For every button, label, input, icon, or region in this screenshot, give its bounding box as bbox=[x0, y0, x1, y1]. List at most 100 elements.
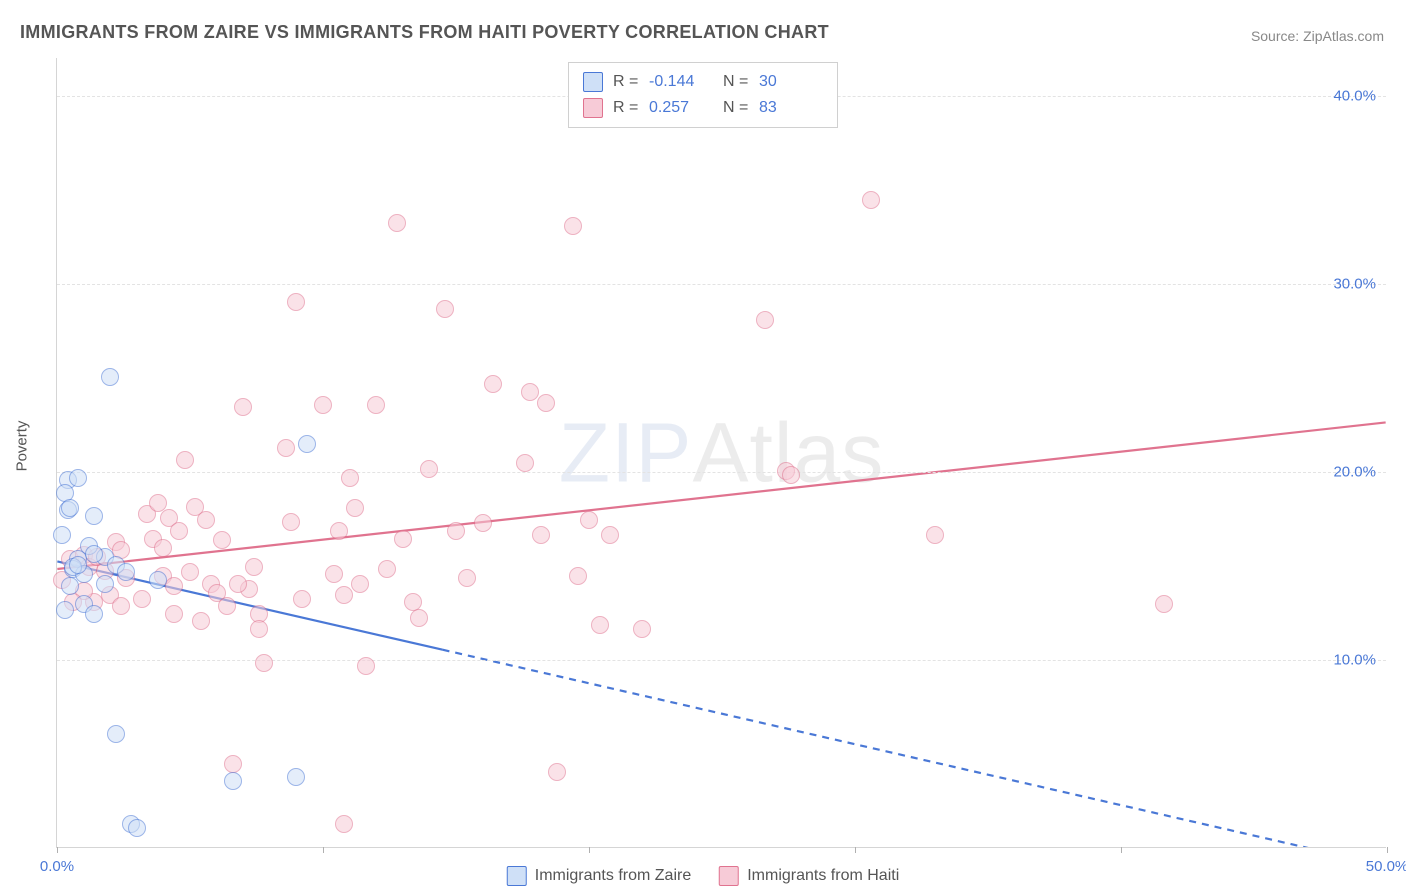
scatter-point-haiti bbox=[277, 439, 295, 457]
scatter-point-haiti bbox=[330, 522, 348, 540]
scatter-point-haiti bbox=[165, 605, 183, 623]
plot-frame: ZIPAtlas 10.0%20.0%30.0%40.0%0.0%50.0% bbox=[56, 58, 1386, 848]
scatter-point-haiti bbox=[388, 214, 406, 232]
legend-series: Immigrants from Zaire Immigrants from Ha… bbox=[507, 866, 900, 886]
watermark-zip: ZIP bbox=[559, 405, 693, 499]
scatter-point-haiti bbox=[357, 657, 375, 675]
legend-item-zaire: Immigrants from Zaire bbox=[507, 866, 691, 886]
scatter-point-zaire bbox=[53, 526, 71, 544]
y-axis-label: Poverty bbox=[14, 421, 31, 472]
scatter-point-haiti bbox=[474, 514, 492, 532]
scatter-point-haiti bbox=[1155, 595, 1173, 613]
scatter-point-haiti bbox=[234, 398, 252, 416]
scatter-point-haiti bbox=[181, 563, 199, 581]
scatter-point-haiti bbox=[447, 522, 465, 540]
scatter-point-haiti bbox=[410, 609, 428, 627]
swatch-zaire bbox=[583, 72, 603, 92]
scatter-point-haiti bbox=[346, 499, 364, 517]
scatter-point-haiti bbox=[176, 451, 194, 469]
scatter-point-haiti bbox=[341, 469, 359, 487]
scatter-point-haiti bbox=[436, 300, 454, 318]
x-tick-mark bbox=[323, 847, 324, 853]
scatter-point-haiti bbox=[532, 526, 550, 544]
legend-stats-row-zaire: R = -0.144 N = 30 bbox=[583, 69, 823, 95]
swatch-haiti bbox=[583, 98, 603, 118]
x-tick-mark bbox=[57, 847, 58, 853]
scatter-point-zaire bbox=[128, 819, 146, 837]
scatter-point-haiti bbox=[165, 577, 183, 595]
scatter-point-haiti bbox=[926, 526, 944, 544]
gridline-h bbox=[57, 472, 1386, 473]
legend-item-haiti: Immigrants from Haiti bbox=[719, 866, 899, 886]
x-tick-label: 50.0% bbox=[1366, 858, 1406, 875]
y-tick-label: 20.0% bbox=[1333, 463, 1376, 480]
scatter-point-zaire bbox=[149, 571, 167, 589]
x-tick-mark bbox=[1387, 847, 1388, 853]
scatter-point-haiti bbox=[756, 311, 774, 329]
legend-stats: R = -0.144 N = 30 R = 0.257 N = 83 bbox=[568, 62, 838, 128]
scatter-point-haiti bbox=[255, 654, 273, 672]
scatter-point-zaire bbox=[224, 772, 242, 790]
scatter-point-haiti bbox=[112, 597, 130, 615]
x-tick-mark bbox=[1121, 847, 1122, 853]
scatter-point-haiti bbox=[282, 513, 300, 531]
scatter-point-zaire bbox=[298, 435, 316, 453]
scatter-point-haiti bbox=[516, 454, 534, 472]
scatter-point-haiti bbox=[287, 293, 305, 311]
x-tick-label: 0.0% bbox=[40, 858, 74, 875]
swatch-zaire bbox=[507, 866, 527, 886]
scatter-point-zaire bbox=[61, 499, 79, 517]
scatter-point-haiti bbox=[133, 590, 151, 608]
source-prefix: Source: bbox=[1251, 28, 1303, 44]
n-value-zaire: 30 bbox=[759, 73, 823, 91]
scatter-point-haiti bbox=[580, 511, 598, 529]
n-label: N = bbox=[723, 99, 749, 117]
scatter-point-haiti bbox=[245, 558, 263, 576]
scatter-point-haiti bbox=[197, 511, 215, 529]
swatch-haiti bbox=[719, 866, 739, 886]
scatter-point-zaire bbox=[96, 575, 114, 593]
n-label: N = bbox=[723, 73, 749, 91]
scatter-point-haiti bbox=[335, 815, 353, 833]
scatter-point-haiti bbox=[521, 383, 539, 401]
legend-stats-row-haiti: R = 0.257 N = 83 bbox=[583, 95, 823, 121]
trend-line bbox=[57, 422, 1385, 569]
scatter-point-zaire bbox=[85, 507, 103, 525]
scatter-point-zaire bbox=[85, 545, 103, 563]
r-value-haiti: 0.257 bbox=[649, 99, 713, 117]
scatter-point-zaire bbox=[61, 577, 79, 595]
scatter-point-haiti bbox=[420, 460, 438, 478]
legend-label-haiti: Immigrants from Haiti bbox=[747, 867, 899, 885]
scatter-point-haiti bbox=[484, 375, 502, 393]
scatter-point-haiti bbox=[548, 763, 566, 781]
scatter-point-zaire bbox=[85, 605, 103, 623]
scatter-point-zaire bbox=[107, 725, 125, 743]
scatter-point-zaire bbox=[287, 768, 305, 786]
trend-line bbox=[443, 650, 1386, 847]
gridline-h bbox=[57, 284, 1386, 285]
scatter-point-haiti bbox=[229, 575, 247, 593]
scatter-point-zaire bbox=[69, 556, 87, 574]
scatter-point-haiti bbox=[601, 526, 619, 544]
scatter-point-haiti bbox=[154, 539, 172, 557]
scatter-point-haiti bbox=[325, 565, 343, 583]
scatter-point-haiti bbox=[394, 530, 412, 548]
watermark-atlas: Atlas bbox=[692, 405, 884, 499]
scatter-point-haiti bbox=[250, 620, 268, 638]
scatter-point-haiti bbox=[192, 612, 210, 630]
scatter-point-zaire bbox=[56, 601, 74, 619]
scatter-point-haiti bbox=[569, 567, 587, 585]
chart-title: IMMIGRANTS FROM ZAIRE VS IMMIGRANTS FROM… bbox=[20, 22, 829, 43]
scatter-point-haiti bbox=[633, 620, 651, 638]
scatter-point-haiti bbox=[367, 396, 385, 414]
scatter-point-haiti bbox=[564, 217, 582, 235]
scatter-point-haiti bbox=[537, 394, 555, 412]
scatter-point-zaire bbox=[101, 368, 119, 386]
scatter-point-haiti bbox=[378, 560, 396, 578]
legend-label-zaire: Immigrants from Zaire bbox=[535, 867, 691, 885]
x-tick-mark bbox=[589, 847, 590, 853]
scatter-point-zaire bbox=[69, 469, 87, 487]
scatter-point-haiti bbox=[170, 522, 188, 540]
scatter-point-haiti bbox=[314, 396, 332, 414]
source-label: Source: ZipAtlas.com bbox=[1251, 28, 1384, 44]
